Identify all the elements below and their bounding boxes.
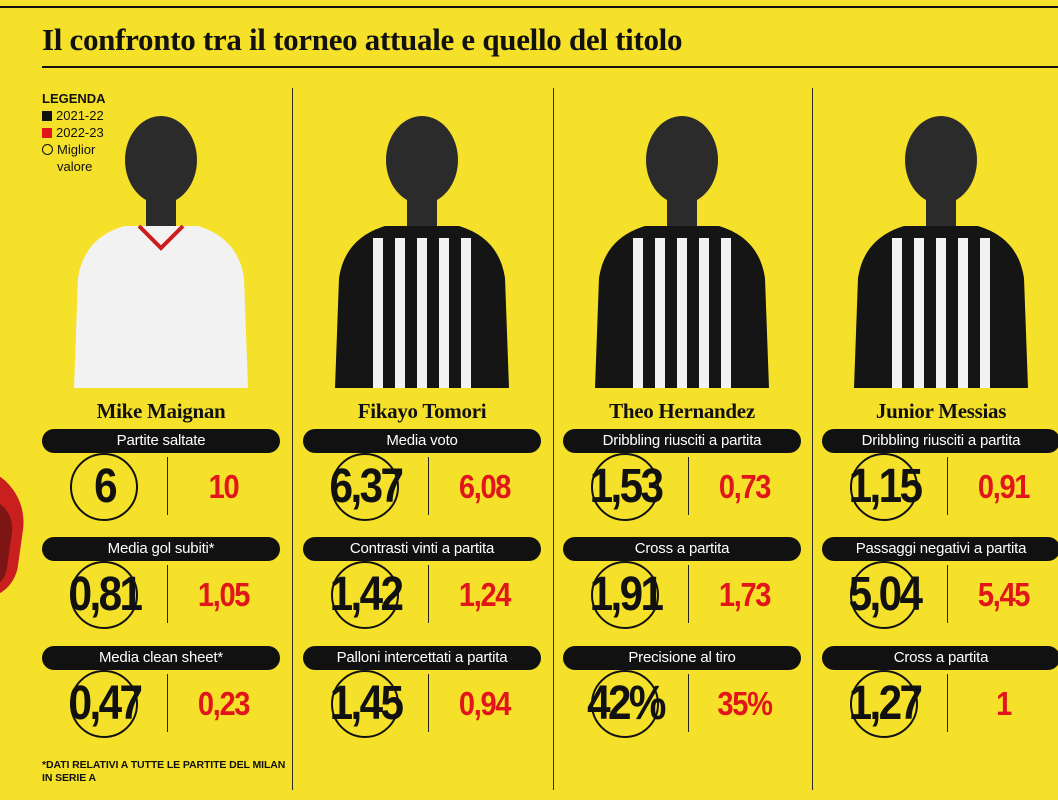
- stat-label: Precisione al tiro: [563, 646, 801, 670]
- value-2022-23: 0,73: [718, 468, 772, 505]
- value-2022-23: 1,73: [718, 576, 772, 613]
- best-value-circle-icon: [70, 561, 138, 629]
- legend-label: Miglior: [57, 142, 96, 157]
- player-name: Junior Messias: [875, 399, 1007, 423]
- player-column: Junior Messias Dribbling riusciti a parti…: [822, 88, 1058, 788]
- player-photo-icon: [595, 116, 769, 388]
- legend-title: LEGENDA: [42, 91, 106, 106]
- red-square-icon: [42, 127, 52, 138]
- value-2021-22: 5,04: [848, 568, 923, 621]
- legend: LEGENDA 2021-22 2022-23 Miglior valore: [42, 90, 106, 175]
- stat-label: Passaggi negativi a partita: [822, 537, 1058, 561]
- value-divider: [167, 565, 168, 623]
- stat-label: Dribbling riusciti a partita: [563, 429, 801, 453]
- column-divider: [292, 88, 293, 790]
- circle-icon: [42, 144, 53, 155]
- value-2022-23: 1: [996, 685, 1012, 722]
- value-divider: [688, 674, 689, 732]
- value-2021-22: 6,37: [329, 460, 404, 513]
- legend-label: 2021-22: [56, 108, 104, 123]
- legend-item-2021: 2021-22: [42, 107, 106, 124]
- stat-label: Media clean sheet*: [42, 646, 280, 670]
- value-2021-22: 1,53: [589, 460, 664, 513]
- value-divider: [167, 457, 168, 515]
- best-value-circle-icon: [331, 670, 399, 738]
- player-photo-icon: [335, 116, 509, 388]
- column-divider: [812, 88, 813, 790]
- stat-label: Media voto: [303, 429, 541, 453]
- value-2022-23: 10: [208, 468, 240, 505]
- value-2021-22: 1,27: [848, 677, 923, 730]
- best-value-circle-icon: [331, 453, 399, 521]
- legend-label: 2022-23: [56, 125, 104, 140]
- value-2022-23: 0,94: [458, 685, 512, 722]
- value-2022-23: 35%: [717, 685, 772, 722]
- best-value-circle-icon: [591, 561, 659, 629]
- best-value-circle-icon: [850, 670, 918, 738]
- value-2022-23: 5,45: [977, 576, 1031, 613]
- footnote-line: IN SERIE A: [42, 772, 97, 784]
- value-2022-23: 0,91: [977, 468, 1031, 505]
- best-value-circle-icon: [850, 453, 918, 521]
- best-value-circle-icon: [331, 561, 399, 629]
- title-rule: [42, 66, 1058, 68]
- value-divider: [428, 674, 429, 732]
- value-divider: [947, 457, 948, 515]
- value-divider: [688, 565, 689, 623]
- player-photo-icon: [74, 116, 248, 388]
- footnote-line: *DATI RELATIVI A TUTTE LE PARTITE DEL MI…: [42, 759, 286, 771]
- value-2021-22: 1,45: [329, 677, 404, 730]
- value-2021-22: 1,91: [589, 568, 664, 621]
- best-value-circle-icon: [850, 561, 918, 629]
- stat-label: Palloni intercettati a partita: [303, 646, 541, 670]
- value-divider: [947, 565, 948, 623]
- value-2022-23: 0,23: [197, 685, 251, 722]
- player-column: Mike Maignan Partite saltate 6 10 Media gol …: [42, 88, 280, 788]
- value-2022-23: 1,05: [197, 576, 251, 613]
- page-title: Il confronto tra il torneo attuale e que…: [42, 22, 683, 57]
- value-2022-23: 1,24: [458, 576, 512, 613]
- value-divider: [167, 674, 168, 732]
- best-value-circle-icon: [70, 453, 138, 521]
- stat-label: Media gol subiti*: [42, 537, 280, 561]
- value-2021-22: 0,47: [68, 677, 143, 730]
- value-divider: [688, 457, 689, 515]
- player-photo: [315, 88, 529, 388]
- value-2021-22: 0,81: [68, 568, 143, 621]
- footnote: *DATI RELATIVI A TUTTE LE PARTITE DEL MI…: [42, 759, 285, 785]
- stat-label: Cross a partita: [563, 537, 801, 561]
- best-value-circle-icon: [591, 670, 659, 738]
- value-2021-22: 42%: [587, 677, 666, 730]
- value-divider: [947, 674, 948, 732]
- player-name: Mike Maignan: [96, 399, 226, 423]
- top-rule: [0, 6, 1058, 8]
- player-column: Fikayo Tomori Media voto 6,37 6,08 Contrasti…: [303, 88, 541, 788]
- legend-label-cont: valore: [57, 159, 93, 174]
- stat-label: Dribbling riusciti a partita: [822, 429, 1058, 453]
- legend-item-best: Miglior: [42, 141, 106, 158]
- value-2021-22: 1,42: [329, 568, 404, 621]
- value-2022-23: 6,08: [458, 468, 512, 505]
- player-photo-icon: [854, 116, 1028, 388]
- value-2021-22: 1,15: [848, 460, 923, 513]
- best-value-circle-icon: [70, 670, 138, 738]
- stat-label: Cross a partita: [822, 646, 1058, 670]
- stat-label: Partite saltate: [42, 429, 280, 453]
- player-name: Fikayo Tomori: [357, 399, 487, 423]
- legend-item-2022: 2022-23: [42, 124, 106, 141]
- stat-label: Contrasti vinti a partita: [303, 537, 541, 561]
- player-photo: [575, 88, 789, 388]
- value-divider: [428, 565, 429, 623]
- player-photo: [834, 88, 1048, 388]
- best-value-circle-icon: [591, 453, 659, 521]
- player-column: Theo Hernandez Dribbling riusciti a parti…: [563, 88, 801, 788]
- player-photo: [54, 88, 268, 388]
- column-divider: [553, 88, 554, 790]
- black-square-icon: [42, 110, 52, 121]
- value-2021-22: 6: [94, 460, 117, 513]
- value-divider: [428, 457, 429, 515]
- player-name: Theo Hernandez: [609, 399, 755, 423]
